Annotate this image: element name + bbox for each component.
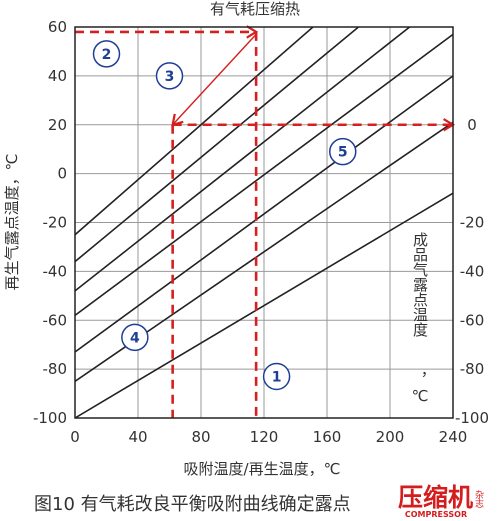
marker-label: 4 [130, 330, 140, 346]
y-tick-label: -60 [43, 311, 68, 329]
marker-circle [92, 40, 121, 68]
marker-label: 2 [102, 47, 112, 63]
marker-circle [155, 62, 184, 90]
x-axis-label: 吸附温度/再生温度，℃ [184, 460, 341, 478]
x-tick-label: 240 [439, 428, 468, 446]
x-tick-label: 80 [191, 428, 210, 446]
right-axis-tick-label: -60 [460, 311, 485, 329]
magazine-logo: 压缩机 杂志 COMPRESSOR [398, 483, 484, 519]
figure-caption: 图10 有气耗改良平衡吸附曲线确定露点 [34, 494, 351, 515]
right-axis-tick-label: 0 [467, 116, 477, 134]
series-line [75, 27, 315, 236]
right-axis-tick-label: -80 [460, 360, 485, 378]
right-axis-label-unit: ，℃ [411, 371, 429, 405]
series-line [75, 192, 453, 418]
marker-label: 3 [165, 69, 175, 85]
series-line [75, 75, 453, 353]
y-axis-label: 再生气露点温度，℃ [3, 154, 21, 291]
y-tick-label: -40 [43, 262, 68, 280]
y-tick-label: -20 [43, 214, 68, 232]
marker-circle [121, 323, 149, 352]
y-tick-label: 20 [48, 116, 67, 134]
right-axis-label-main: 成品气露点温度 [411, 232, 429, 337]
x-tick-label: 40 [128, 428, 147, 446]
markers: 1 2 3 4 5 [92, 40, 357, 391]
marker-label: 5 [338, 145, 348, 161]
tick-labels: 0 40 80 120 160 200 240 -100 -80 -60 -40 -20 0 20 40 60 [33, 18, 467, 446]
right-axis-tick-label: -100 [455, 409, 489, 427]
right-axis-tick-label: -40 [460, 262, 485, 280]
x-tick-label: 120 [250, 428, 279, 446]
x-tick-label: 160 [313, 428, 342, 446]
marker-label: 1 [272, 369, 282, 385]
marker-circle [329, 137, 357, 166]
logo-text: 压缩机 [398, 483, 473, 512]
series-line [75, 27, 360, 263]
y-tick-label: -100 [33, 409, 67, 427]
guide-lines [75, 25, 456, 418]
grid [74, 26, 454, 419]
chart-title: 有气耗压缩热 [210, 0, 300, 18]
series-line [75, 27, 411, 292]
series-line [75, 33, 453, 317]
guide-arrow-line [172, 33, 257, 126]
y-tick-label: 40 [48, 67, 67, 85]
y-tick-label: 0 [57, 165, 67, 183]
logo-side: 杂志 [473, 490, 484, 508]
y-tick-label: -80 [43, 360, 68, 378]
right-axis-labels: 0 -20 -40 -60 -80 -100 [455, 116, 489, 427]
x-tick-label: 200 [376, 428, 405, 446]
y-tick-label: 60 [48, 18, 67, 36]
right-axis-tick-label: -20 [460, 214, 485, 232]
plot-frame [74, 26, 454, 419]
logo-subtitle: COMPRESSOR [405, 510, 467, 519]
x-tick-label: 0 [70, 428, 80, 446]
marker-circle [262, 362, 291, 391]
